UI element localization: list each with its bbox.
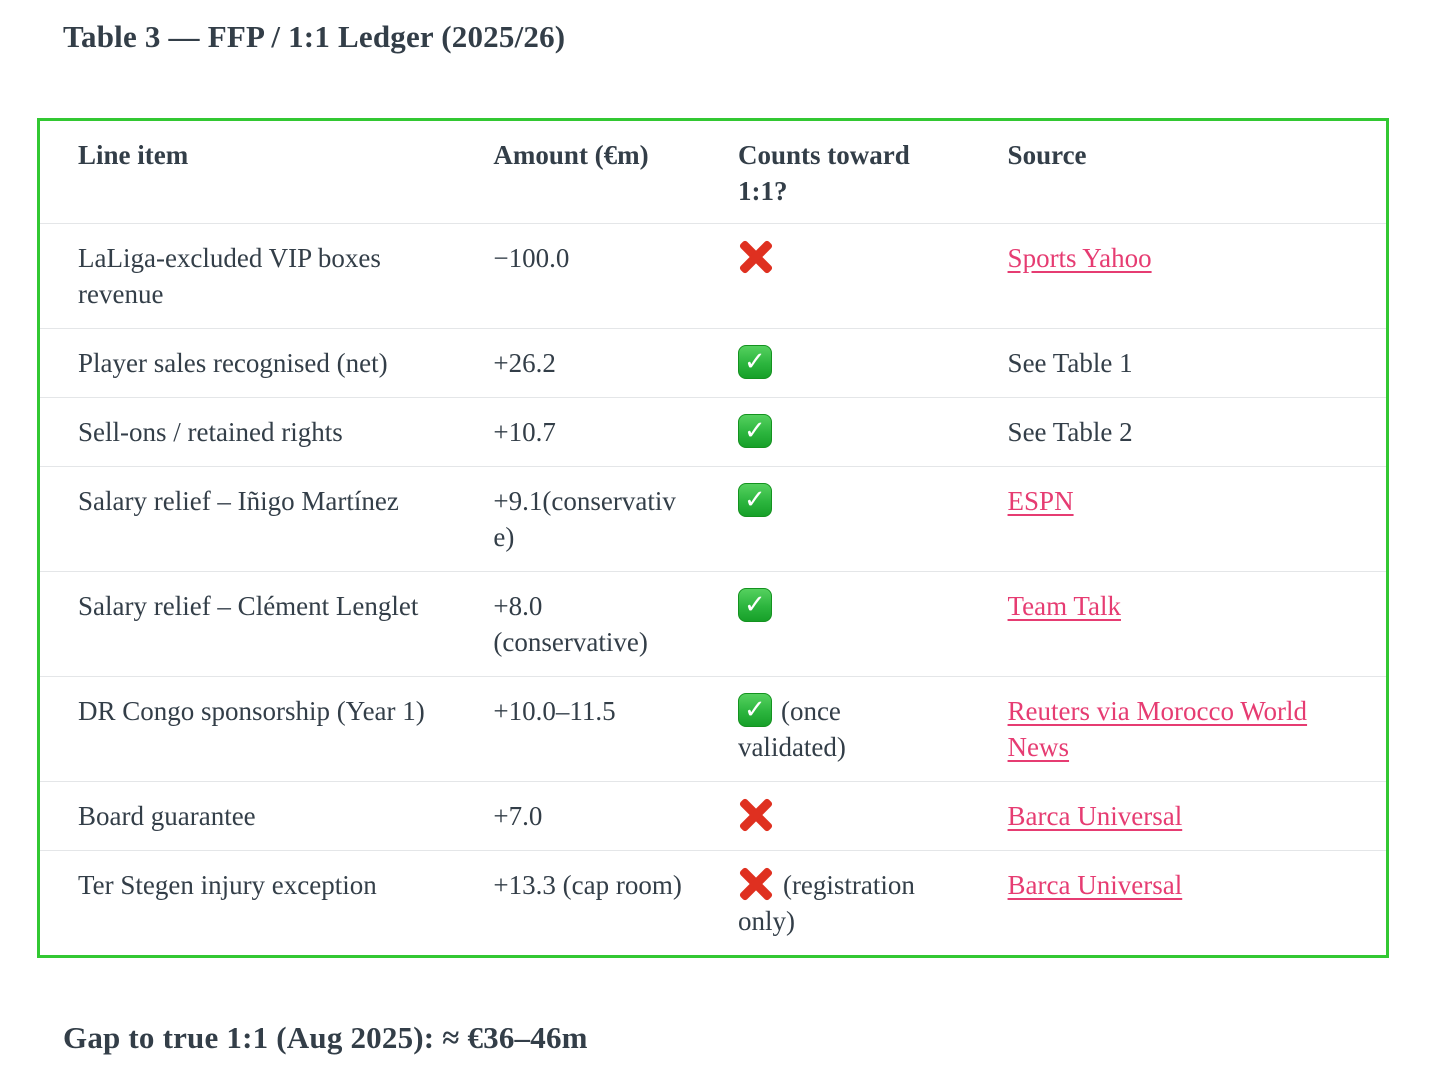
amount-cell: +10.7 — [455, 396, 700, 467]
column-header-line-item: Line item — [38, 119, 456, 224]
table-row: Salary relief – Iñigo Martínez +9.1(cons… — [38, 465, 1388, 572]
source-link[interactable]: Sports Yahoo — [1007, 242, 1152, 273]
line-item-cell: Player sales recognised (net) — [38, 327, 456, 398]
source-cell: Reuters via Morocco World News — [969, 675, 1388, 782]
source-link[interactable]: ESPN — [1007, 485, 1074, 516]
source-cell: See Table 2 — [969, 396, 1388, 467]
column-header-counts: Counts toward 1:1? — [699, 119, 970, 224]
source-link[interactable]: Barca Universal — [1007, 869, 1183, 900]
column-header-amount: Amount (€m) — [455, 119, 700, 224]
amount-cell: −100.0 — [493, 242, 570, 273]
amount-cell: +9.1(conservative) — [455, 465, 700, 572]
check-icon — [737, 692, 772, 727]
line-item-cell: Board guarantee — [38, 780, 456, 851]
header-row: Line item Amount (€m) Counts toward 1:1?… — [38, 119, 1388, 224]
source-text: See Table 2 — [1007, 416, 1133, 447]
source-cell: Barca Universal — [969, 849, 1388, 957]
page-title: Table 3 — FFP / 1:1 Ledger (2025/26) — [63, 19, 566, 54]
line-item-cell: Sell-ons / retained rights — [38, 396, 456, 467]
counts-cell — [699, 780, 970, 851]
column-header-source: Source — [969, 119, 1388, 224]
line-item-cell: Salary relief – Iñigo Martínez — [38, 465, 456, 572]
table-row: Sell-ons / retained rights +10.7 See Tab… — [38, 396, 1388, 467]
ffp-ledger-table: Line item Amount (€m) Counts toward 1:1?… — [37, 117, 1389, 958]
counts-note: (registration only) — [737, 869, 915, 936]
source-link[interactable]: Barca Universal — [1007, 800, 1183, 831]
source-cell: Sports Yahoo — [970, 223, 1388, 328]
source-link[interactable]: Reuters via Morocco World News — [1007, 695, 1308, 762]
line-item-cell: DR Congo sponsorship (Year 1) — [38, 675, 456, 782]
table-row: LaLiga-excluded VIP boxes revenue −100.0… — [39, 223, 1388, 328]
source-cell: ESPN — [969, 465, 1388, 572]
cross-icon — [738, 798, 774, 832]
source-cell: See Table 1 — [969, 327, 1388, 398]
cross-icon — [738, 240, 774, 274]
amount-cell: +7.0 — [455, 780, 700, 851]
line-item-cell: LaLiga-excluded VIP boxes revenue — [78, 242, 381, 309]
counts-cell — [699, 465, 970, 572]
line-item-cell: Salary relief – Clément Lenglet — [38, 570, 456, 677]
table-row: Player sales recognised (net) +26.2 See … — [38, 327, 1388, 398]
cross-icon — [738, 867, 774, 901]
counts-cell: (once validated) — [699, 675, 970, 782]
counts-cell — [700, 223, 970, 328]
check-icon — [737, 413, 772, 448]
gap-summary: Gap to true 1:1 (Aug 2025): ≈ €36–46m — [63, 1019, 588, 1055]
table-row: Ter Stegen injury exception +13.3 (cap r… — [38, 849, 1388, 957]
check-icon — [737, 344, 772, 379]
amount-cell: +26.2 — [455, 327, 700, 398]
table-row: DR Congo sponsorship (Year 1) +10.0–11.5… — [38, 675, 1388, 782]
line-item-cell: Ter Stegen injury exception — [38, 849, 456, 957]
table-row: Salary relief – Clément Lenglet +8.0 (co… — [38, 570, 1388, 677]
check-icon — [737, 482, 772, 517]
source-link[interactable]: Team Talk — [1007, 590, 1121, 621]
source-cell: Team Talk — [969, 570, 1388, 677]
counts-cell — [699, 396, 970, 467]
counts-cell — [699, 570, 970, 677]
counts-note: (once validated) — [737, 695, 846, 762]
check-icon — [737, 587, 772, 622]
source-cell: Barca Universal — [969, 780, 1388, 851]
amount-cell: +10.0–11.5 — [455, 675, 700, 782]
table-row: Board guarantee +7.0 Barca Universal — [38, 780, 1388, 851]
counts-cell: (registration only) — [699, 849, 970, 957]
source-text: See Table 1 — [1007, 347, 1133, 378]
amount-cell: +8.0 (conservative) — [455, 570, 700, 677]
amount-cell: +13.3 (cap room) — [455, 849, 700, 957]
counts-cell — [699, 327, 970, 398]
